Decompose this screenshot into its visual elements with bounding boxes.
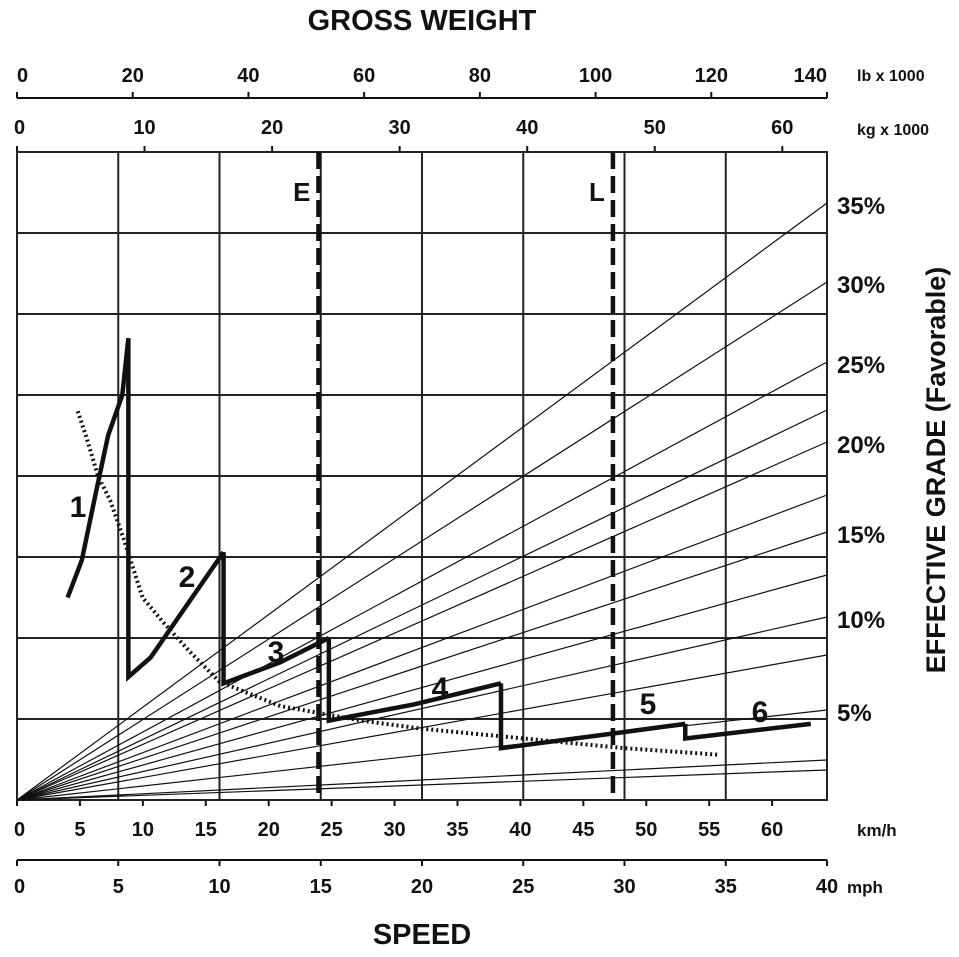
kmh-tick-label: 55 <box>698 819 720 841</box>
lb-tick-label: 0 <box>17 65 28 87</box>
kmh-tick-label: 60 <box>761 819 783 841</box>
grade-label: 20% <box>837 432 885 459</box>
lb-tick-label: 140 <box>794 65 827 87</box>
grade-label: 25% <box>837 352 885 379</box>
kg-tick-label: 10 <box>133 117 155 139</box>
y-axis-title: EFFECTIVE GRADE (Favorable) <box>921 267 951 674</box>
gear-5-line <box>498 683 686 751</box>
gear-2-line <box>126 338 226 682</box>
mph-unit-label: mph <box>847 878 883 897</box>
gear-3-line <box>221 552 330 687</box>
grade-fan-line <box>16 759 828 801</box>
weight-label-l: L <box>589 177 605 207</box>
kmh-tick-label: 10 <box>132 819 154 841</box>
kmh-tick-label: 25 <box>321 819 343 841</box>
chart-title: GROSS WEIGHT <box>308 5 537 37</box>
grade-label: 10% <box>837 607 885 634</box>
gear-1-label: 1 <box>70 491 87 524</box>
kg-unit-label: kg x 1000 <box>857 122 929 139</box>
grade-label: 15% <box>837 522 885 549</box>
gear-2-label: 2 <box>179 561 196 594</box>
weight-label-e: E <box>293 177 310 207</box>
kmh-tick-label: 0 <box>14 819 25 841</box>
mph-tick-label: 25 <box>512 876 534 898</box>
mph-tick-label: 30 <box>613 876 635 898</box>
grade-line <box>16 202 828 801</box>
kg-tick-label: 50 <box>644 117 666 139</box>
kmh-tick-label: 15 <box>195 819 217 841</box>
lb-tick-label: 120 <box>695 65 728 87</box>
lb-unit-label: lb x 1000 <box>857 68 925 85</box>
gear-1-line <box>65 338 131 599</box>
weight-lines <box>316 152 616 800</box>
grade-line <box>16 361 828 801</box>
kg-tick-label: 20 <box>261 117 283 139</box>
grade-line <box>16 616 828 801</box>
lb-tick-label: 60 <box>353 65 375 87</box>
x-axis-title: SPEED <box>373 919 471 951</box>
retarder-limit-curve <box>75 410 718 757</box>
mph-tick-label: 20 <box>411 876 433 898</box>
grade-fan-line <box>16 574 828 801</box>
kmh-unit-label: km/h <box>857 821 897 840</box>
grade-label: 5% <box>837 700 872 727</box>
kg-tick-label: 60 <box>771 117 793 139</box>
lb-tick-label: 100 <box>579 65 612 87</box>
grade-line <box>16 441 828 801</box>
kmh-tick-label: 30 <box>383 819 405 841</box>
mph-tick-label: 40 <box>816 876 838 898</box>
gear-3-label: 3 <box>268 636 285 669</box>
gear-5-label: 5 <box>640 688 657 721</box>
grade-line <box>16 709 828 801</box>
lb-tick-label: 40 <box>237 65 259 87</box>
kg-tick-label: 40 <box>516 117 538 139</box>
mph-tick-label: 15 <box>310 876 332 898</box>
kg-tick-label: 30 <box>389 117 411 139</box>
grade-fan-line <box>16 409 828 801</box>
grade-fan-line <box>16 769 828 801</box>
kmh-tick-label: 20 <box>258 819 280 841</box>
kmh-tick-label: 5 <box>74 819 85 841</box>
grade-line <box>16 531 828 801</box>
kmh-tick-label: 50 <box>635 819 657 841</box>
grade-label: 35% <box>837 193 885 220</box>
grade-fan-line <box>16 494 828 801</box>
lb-tick-label: 80 <box>469 65 491 87</box>
gear-series <box>65 338 812 751</box>
grade-label: 30% <box>837 272 885 299</box>
kg-tick-label: 0 <box>14 117 25 139</box>
lb-tick-label: 20 <box>122 65 144 87</box>
mph-tick-label: 5 <box>113 876 124 898</box>
grade-line <box>16 281 828 801</box>
kmh-tick-label: 40 <box>509 819 531 841</box>
mph-tick-label: 10 <box>208 876 230 898</box>
retarder-limit <box>75 410 718 757</box>
kmh-tick-label: 45 <box>572 819 594 841</box>
gear-6-line <box>683 721 812 741</box>
gear-6-label: 6 <box>752 696 769 729</box>
mph-tick-label: 0 <box>14 876 25 898</box>
kmh-tick-label: 35 <box>446 819 468 841</box>
mph-tick-label: 35 <box>715 876 737 898</box>
gear-4-label: 4 <box>432 672 449 705</box>
gear-4-line <box>326 638 502 724</box>
